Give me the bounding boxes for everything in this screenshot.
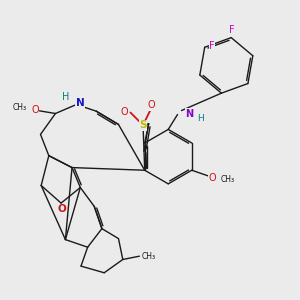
- Text: O: O: [147, 100, 155, 110]
- Text: CH₃: CH₃: [221, 175, 235, 184]
- Text: F: F: [209, 40, 215, 51]
- Text: O: O: [57, 204, 66, 214]
- Text: O: O: [208, 172, 216, 182]
- Text: H: H: [197, 114, 203, 123]
- Text: O: O: [121, 107, 128, 117]
- Text: N: N: [76, 98, 85, 108]
- Text: H: H: [62, 92, 69, 102]
- Text: S: S: [139, 120, 147, 130]
- Text: F: F: [229, 25, 235, 35]
- Text: N: N: [185, 109, 193, 119]
- Text: O: O: [31, 104, 39, 115]
- Text: CH₃: CH₃: [13, 103, 27, 112]
- Text: CH₃: CH₃: [142, 252, 156, 261]
